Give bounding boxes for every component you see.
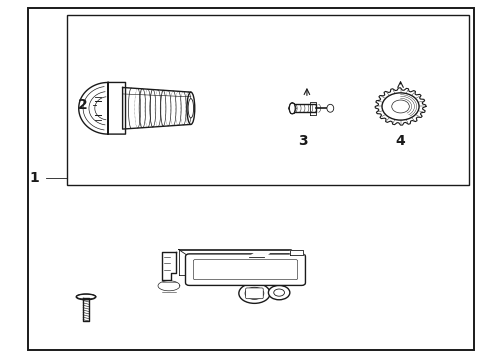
Polygon shape [83, 298, 89, 320]
Bar [66, 15, 468, 185]
Polygon shape [309, 102, 315, 114]
Ellipse shape [244, 287, 263, 300]
Polygon shape [158, 281, 180, 291]
Ellipse shape [391, 100, 408, 113]
Text: 1: 1 [29, 171, 39, 185]
FancyBboxPatch shape [185, 254, 305, 285]
Ellipse shape [381, 93, 418, 120]
Ellipse shape [76, 294, 96, 300]
Polygon shape [290, 249, 302, 255]
Text: 4: 4 [395, 134, 405, 148]
FancyBboxPatch shape [193, 260, 297, 280]
Ellipse shape [238, 283, 269, 303]
Polygon shape [290, 249, 301, 283]
Polygon shape [249, 253, 269, 257]
Ellipse shape [273, 289, 284, 296]
Polygon shape [374, 88, 425, 125]
Ellipse shape [186, 92, 194, 125]
Ellipse shape [268, 285, 289, 300]
FancyBboxPatch shape [245, 288, 263, 299]
Polygon shape [292, 104, 315, 112]
Ellipse shape [289, 103, 295, 114]
Polygon shape [161, 252, 176, 280]
Text: 3: 3 [298, 134, 307, 148]
Polygon shape [178, 249, 301, 257]
Polygon shape [79, 82, 125, 134]
Ellipse shape [326, 104, 333, 112]
Text: 2: 2 [78, 98, 87, 112]
Polygon shape [178, 249, 290, 275]
Ellipse shape [188, 99, 193, 118]
Polygon shape [122, 87, 190, 129]
